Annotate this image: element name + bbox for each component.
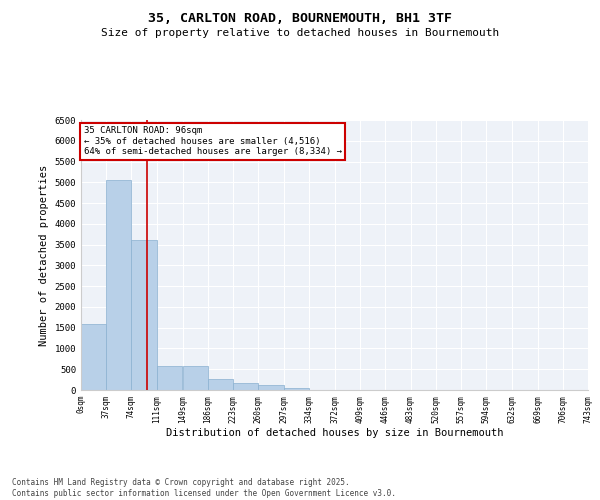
Bar — [81, 324, 106, 390]
Bar — [157, 366, 182, 390]
Text: Contains HM Land Registry data © Crown copyright and database right 2025.
Contai: Contains HM Land Registry data © Crown c… — [12, 478, 396, 498]
Bar — [259, 384, 284, 390]
X-axis label: Distribution of detached houses by size in Bournemouth: Distribution of detached houses by size … — [166, 428, 503, 438]
Text: Size of property relative to detached houses in Bournemouth: Size of property relative to detached ho… — [101, 28, 499, 38]
Y-axis label: Number of detached properties: Number of detached properties — [39, 164, 49, 346]
Bar — [233, 383, 259, 390]
Bar — [284, 388, 309, 390]
Text: 35, CARLTON ROAD, BOURNEMOUTH, BH1 3TF: 35, CARLTON ROAD, BOURNEMOUTH, BH1 3TF — [148, 12, 452, 26]
Bar — [208, 379, 233, 390]
Bar — [182, 366, 208, 390]
Text: 35 CARLTON ROAD: 96sqm
← 35% of detached houses are smaller (4,516)
64% of semi-: 35 CARLTON ROAD: 96sqm ← 35% of detached… — [84, 126, 342, 156]
Bar — [131, 240, 157, 390]
Bar — [106, 180, 131, 390]
